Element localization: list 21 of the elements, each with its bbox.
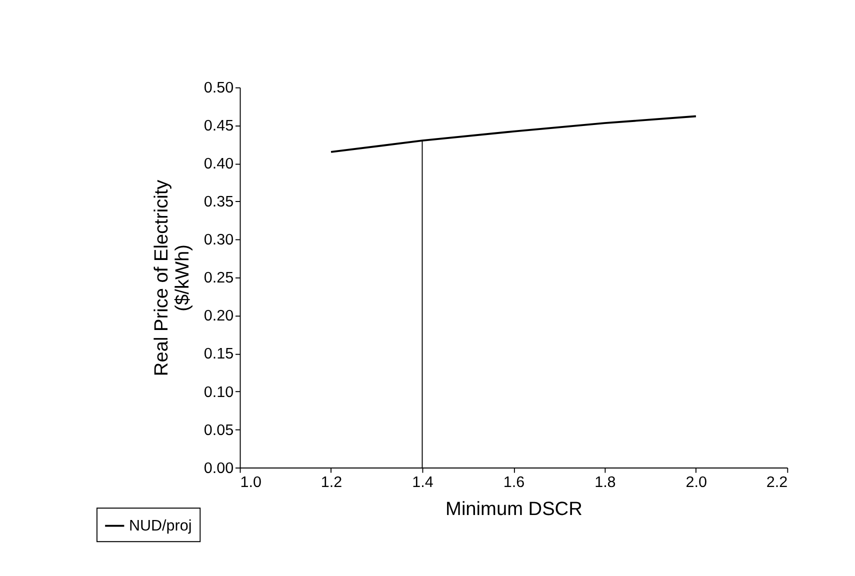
y-tick-label: 0.45: [204, 118, 234, 135]
y-tick-label: 0.30: [204, 232, 234, 249]
x-tick-label: 1.0: [240, 474, 262, 492]
y-tick-label: 0.20: [204, 308, 234, 325]
y-tick-label: 0.05: [204, 422, 234, 439]
y-tick-label: 0.35: [204, 194, 234, 211]
x-tick-label: 1.8: [594, 474, 616, 492]
y-axis-title: Real Price of Electricity ($/kWh): [152, 179, 194, 376]
x-tick-label: 1.6: [503, 474, 525, 492]
x-tick-label: 2.0: [686, 474, 708, 492]
y-tick-label: 0.00: [204, 460, 234, 477]
y-tick-label: 0.15: [204, 346, 234, 363]
y-tick-label: 0.50: [204, 80, 234, 97]
y-tick-label: 0.25: [204, 270, 234, 287]
x-axis-title: Minimum DSCR: [446, 498, 582, 520]
x-tick-label: 1.4: [412, 474, 434, 492]
y-tick-label: 0.40: [204, 156, 234, 173]
x-tick-label: 1.2: [320, 474, 342, 492]
y-tick-label: 0.10: [204, 384, 234, 401]
x-tick-label: 2.2: [766, 474, 788, 492]
legend-label: NUD/proj: [128, 518, 192, 535]
